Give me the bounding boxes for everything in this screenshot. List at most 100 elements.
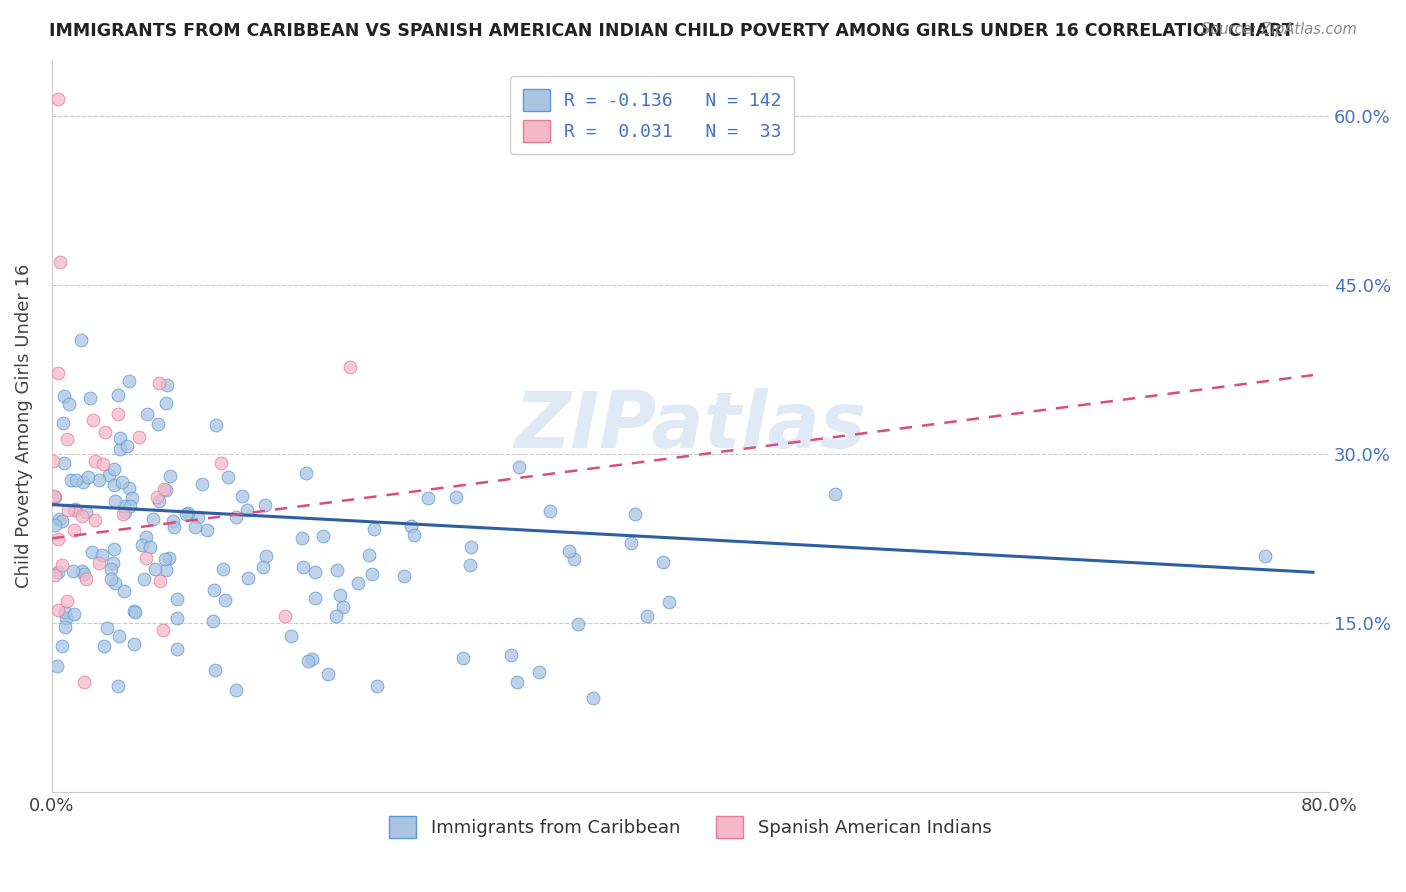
Point bbox=[231, 490, 253, 504]
Point bbox=[209, 456, 232, 470]
Point bbox=[107, 387, 129, 401]
Point bbox=[538, 504, 561, 518]
Point bbox=[124, 605, 146, 619]
Point bbox=[291, 531, 314, 545]
Point bbox=[53, 389, 76, 403]
Point bbox=[184, 520, 207, 534]
Point bbox=[94, 425, 117, 440]
Point bbox=[312, 528, 335, 542]
Point bbox=[56, 432, 79, 446]
Point bbox=[42, 454, 65, 468]
Point bbox=[107, 408, 129, 422]
Point bbox=[56, 502, 79, 516]
Point bbox=[146, 417, 169, 432]
Point bbox=[163, 520, 186, 534]
Point bbox=[96, 621, 118, 635]
Point bbox=[363, 522, 385, 536]
Point bbox=[63, 503, 86, 517]
Point bbox=[65, 502, 87, 516]
Point bbox=[46, 603, 69, 617]
Point bbox=[52, 416, 75, 430]
Point bbox=[254, 549, 277, 563]
Point bbox=[73, 566, 96, 581]
Point bbox=[236, 571, 259, 585]
Point bbox=[254, 499, 277, 513]
Point bbox=[89, 556, 111, 570]
Point bbox=[59, 473, 82, 487]
Point bbox=[62, 564, 84, 578]
Point bbox=[392, 569, 415, 583]
Point bbox=[416, 491, 439, 505]
Point bbox=[582, 690, 605, 705]
Text: ZIPatlas: ZIPatlas bbox=[515, 388, 866, 464]
Point bbox=[46, 565, 69, 579]
Point bbox=[332, 600, 354, 615]
Point bbox=[153, 482, 176, 496]
Point bbox=[69, 333, 91, 347]
Point bbox=[658, 595, 681, 609]
Point bbox=[501, 648, 523, 662]
Point bbox=[53, 620, 76, 634]
Point bbox=[56, 593, 79, 607]
Point bbox=[824, 487, 846, 501]
Point bbox=[404, 528, 426, 542]
Point bbox=[73, 675, 96, 690]
Point bbox=[562, 551, 585, 566]
Point bbox=[326, 563, 349, 577]
Point bbox=[42, 489, 65, 503]
Point bbox=[191, 476, 214, 491]
Point bbox=[329, 588, 352, 602]
Point bbox=[159, 468, 181, 483]
Point bbox=[55, 610, 77, 624]
Point bbox=[304, 565, 326, 579]
Point bbox=[112, 500, 135, 514]
Point bbox=[166, 610, 188, 624]
Point bbox=[44, 568, 66, 582]
Point bbox=[103, 462, 125, 476]
Point bbox=[122, 637, 145, 651]
Point bbox=[157, 550, 180, 565]
Point bbox=[297, 654, 319, 668]
Point bbox=[620, 535, 643, 549]
Point bbox=[567, 616, 589, 631]
Point bbox=[115, 439, 138, 453]
Point bbox=[205, 417, 228, 432]
Point bbox=[112, 584, 135, 599]
Point bbox=[139, 541, 162, 555]
Text: Source: ZipAtlas.com: Source: ZipAtlas.com bbox=[1201, 22, 1357, 37]
Point bbox=[51, 558, 73, 572]
Point bbox=[51, 639, 73, 653]
Point bbox=[155, 564, 177, 578]
Point bbox=[156, 378, 179, 392]
Point bbox=[174, 507, 197, 521]
Point bbox=[636, 608, 658, 623]
Point bbox=[118, 374, 141, 388]
Point bbox=[48, 255, 70, 269]
Point bbox=[58, 396, 80, 410]
Point bbox=[83, 513, 105, 527]
Point bbox=[107, 679, 129, 693]
Point bbox=[225, 510, 247, 524]
Point bbox=[152, 623, 174, 637]
Point bbox=[80, 545, 103, 559]
Point bbox=[135, 407, 157, 421]
Point bbox=[204, 663, 226, 677]
Legend: Immigrants from Caribbean, Spanish American Indians: Immigrants from Caribbean, Spanish Ameri… bbox=[382, 809, 998, 846]
Point bbox=[62, 607, 84, 621]
Point bbox=[202, 615, 225, 629]
Point bbox=[114, 504, 136, 518]
Point bbox=[93, 640, 115, 654]
Point bbox=[202, 582, 225, 597]
Point bbox=[97, 467, 120, 482]
Point bbox=[52, 456, 75, 470]
Point bbox=[79, 391, 101, 405]
Point bbox=[217, 470, 239, 484]
Point bbox=[177, 506, 200, 520]
Point bbox=[75, 505, 97, 519]
Point bbox=[48, 512, 70, 526]
Point bbox=[153, 552, 176, 566]
Point bbox=[301, 652, 323, 666]
Point bbox=[252, 560, 274, 574]
Point bbox=[44, 490, 66, 504]
Point bbox=[444, 490, 467, 504]
